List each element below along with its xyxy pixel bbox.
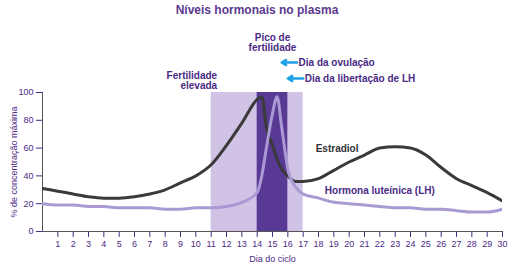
- svg-text:Fertilidadeelevada: Fertilidadeelevada: [167, 70, 218, 91]
- svg-text:2: 2: [71, 239, 76, 249]
- svg-text:7: 7: [147, 239, 152, 249]
- svg-text:21: 21: [359, 239, 369, 249]
- svg-text:80: 80: [23, 115, 33, 125]
- svg-text:15: 15: [267, 239, 277, 249]
- svg-text:40: 40: [23, 171, 33, 181]
- svg-text:Dia da ovulação: Dia da ovulação: [299, 57, 375, 68]
- svg-text:20: 20: [344, 239, 354, 249]
- svg-text:25: 25: [421, 239, 431, 249]
- svg-text:18: 18: [313, 239, 323, 249]
- svg-text:Pico defertilidade: Pico defertilidade: [249, 32, 297, 53]
- svg-text:100: 100: [18, 87, 33, 97]
- svg-text:14: 14: [252, 239, 262, 249]
- svg-text:9: 9: [178, 239, 183, 249]
- svg-text:12: 12: [221, 239, 231, 249]
- svg-text:22: 22: [375, 239, 385, 249]
- svg-text:13: 13: [237, 239, 247, 249]
- svg-text:11: 11: [206, 239, 215, 249]
- svg-text:6: 6: [132, 239, 137, 249]
- svg-text:26: 26: [436, 239, 446, 249]
- svg-text:8: 8: [163, 239, 168, 249]
- svg-text:19: 19: [329, 239, 339, 249]
- svg-text:% de concentração máxima: % de concentração máxima: [9, 106, 19, 217]
- svg-text:20: 20: [23, 199, 33, 209]
- svg-text:5: 5: [117, 239, 122, 249]
- svg-text:Dia da libertação de LH: Dia da libertação de LH: [305, 73, 416, 84]
- svg-text:3: 3: [86, 239, 91, 249]
- svg-text:17: 17: [298, 239, 308, 249]
- svg-text:30: 30: [497, 239, 507, 249]
- svg-text:10: 10: [191, 239, 201, 249]
- svg-text:27: 27: [451, 239, 461, 249]
- svg-text:29: 29: [482, 239, 492, 249]
- svg-text:Estradiol: Estradiol: [316, 143, 359, 154]
- svg-text:16: 16: [283, 239, 293, 249]
- svg-text:28: 28: [467, 239, 477, 249]
- svg-text:24: 24: [405, 239, 415, 249]
- svg-text:23: 23: [390, 239, 400, 249]
- svg-text:Hormona luteínica (LH): Hormona luteínica (LH): [325, 185, 435, 196]
- svg-text:0: 0: [28, 226, 33, 236]
- svg-text:Dia do ciclo: Dia do ciclo: [249, 254, 296, 264]
- html-text:Níveis hormonais no plasma: Níveis hormonais no plasma: [175, 3, 339, 17]
- svg-text:60: 60: [23, 143, 33, 153]
- svg-text:1: 1: [55, 239, 60, 249]
- svg-text:4: 4: [101, 239, 106, 249]
